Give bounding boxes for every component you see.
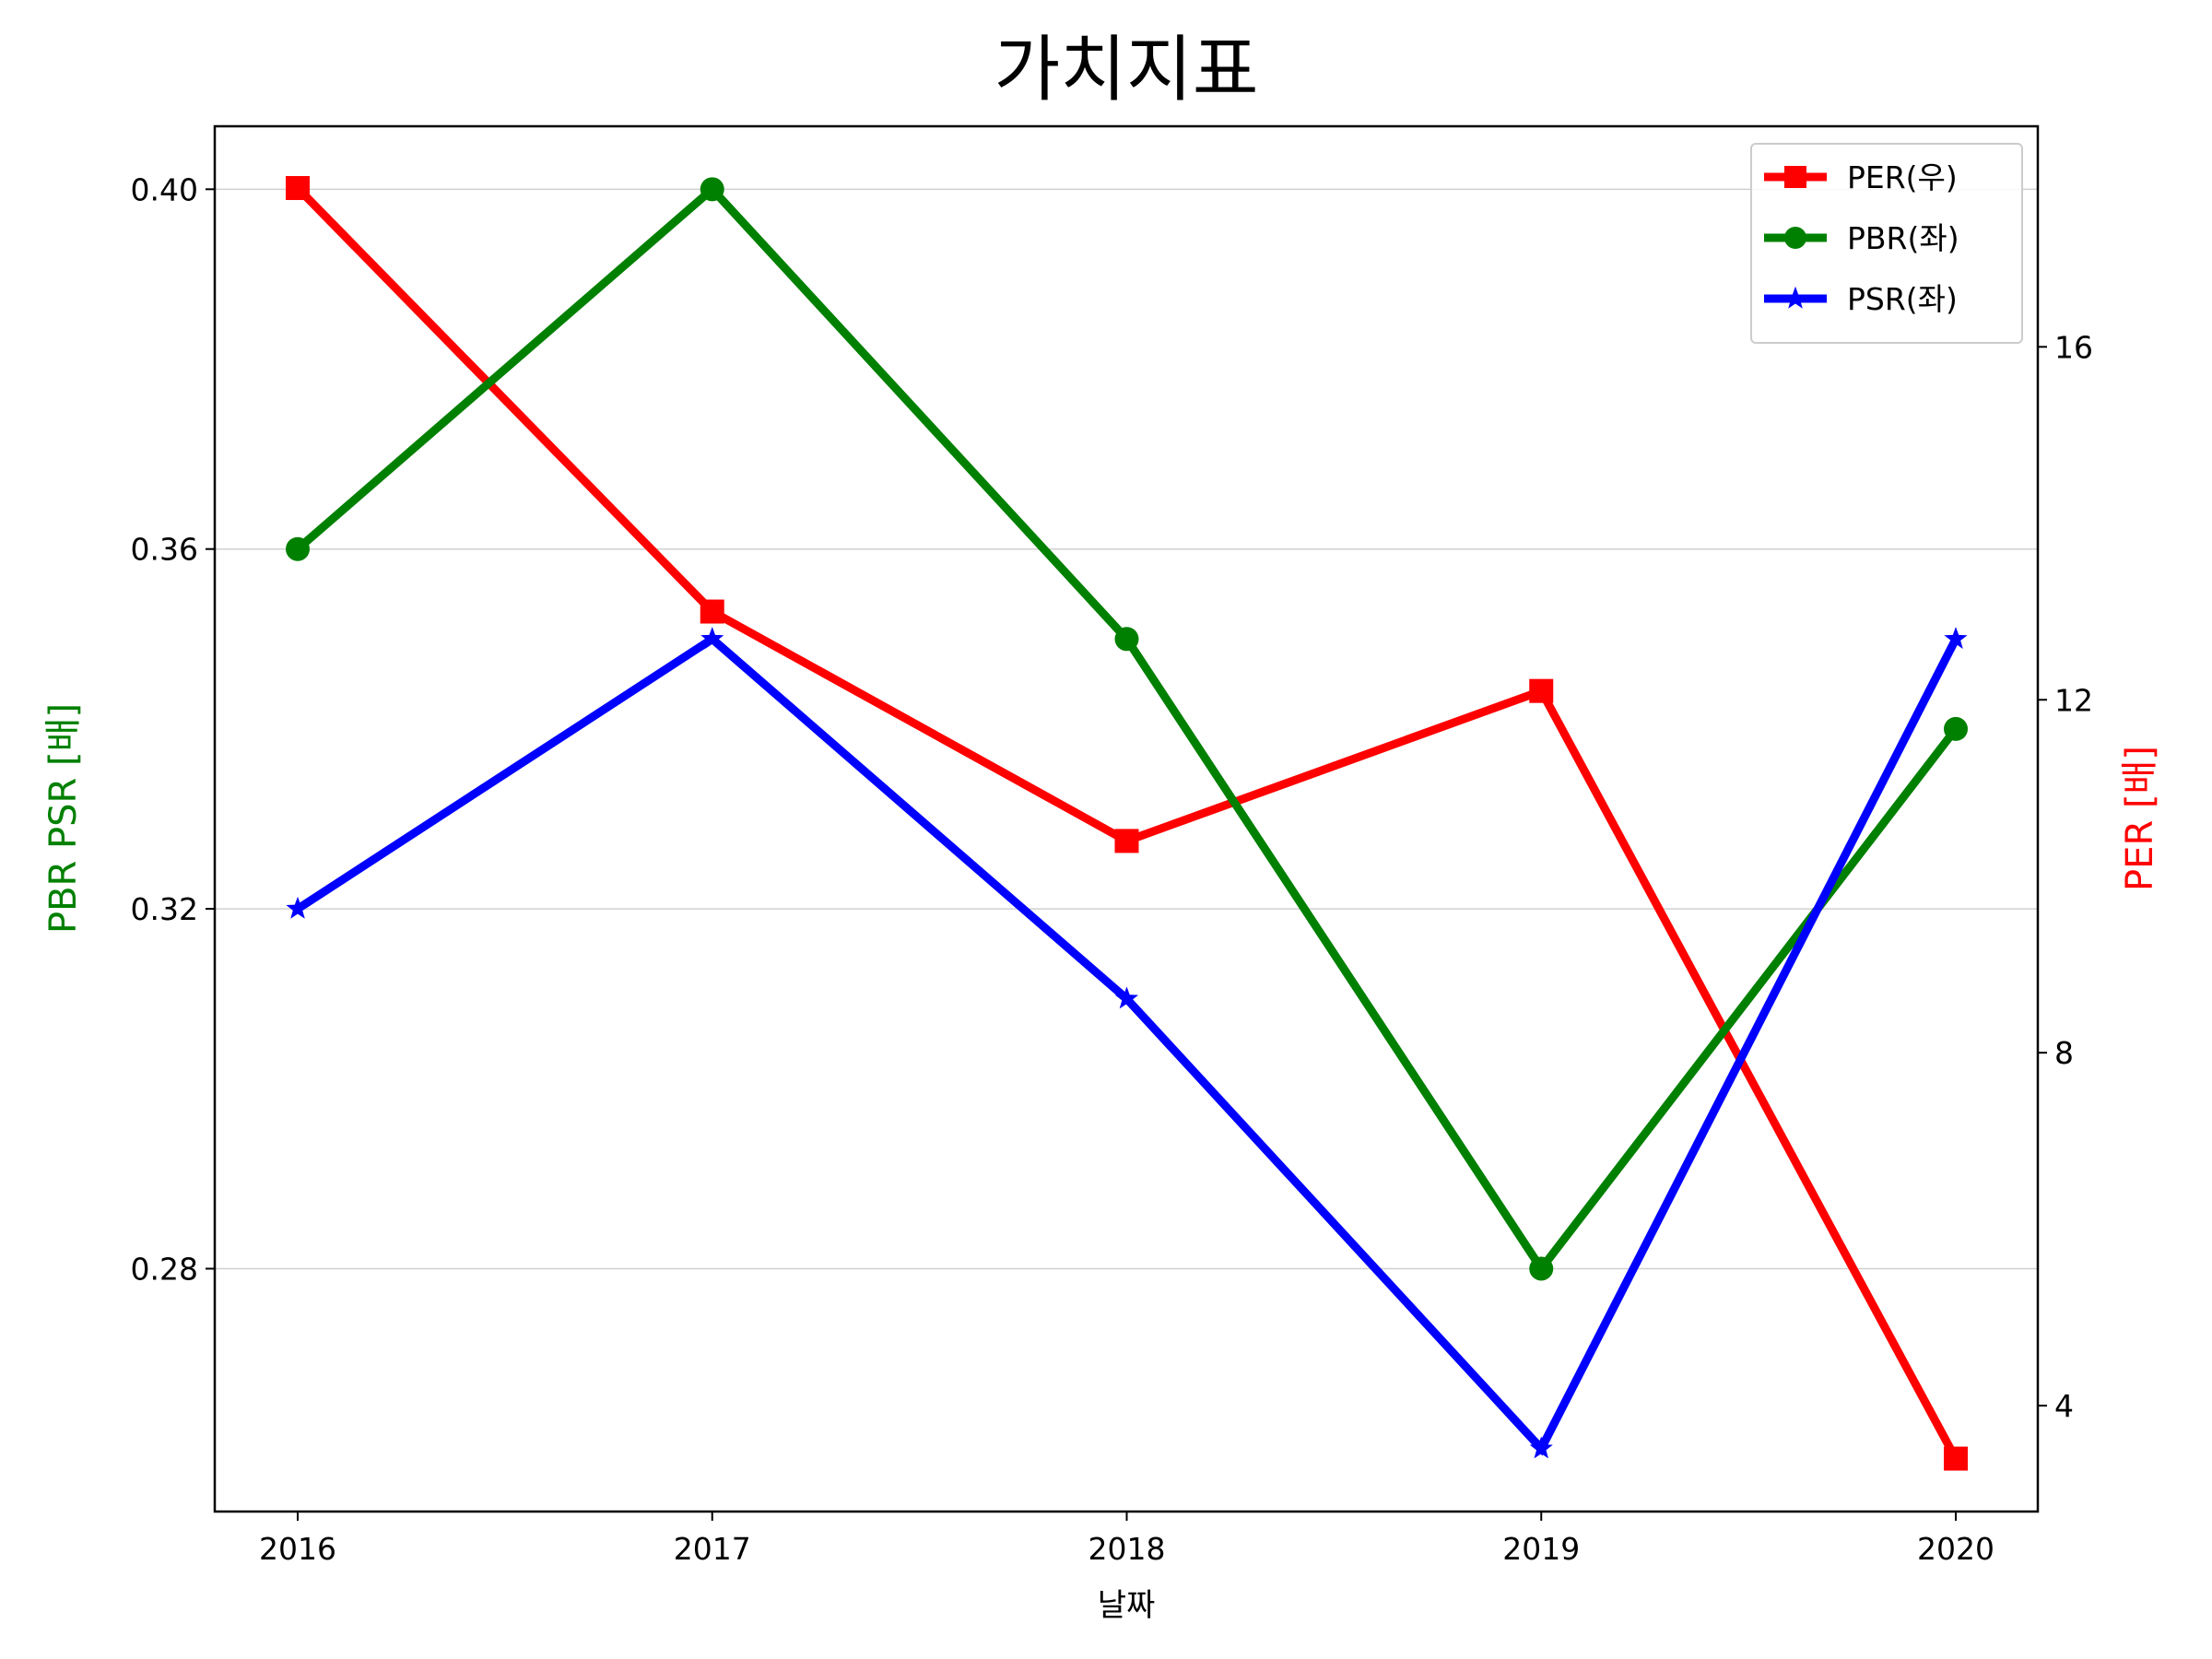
y-axis-left: 0.28 0.32 0.36 0.40 (131, 171, 215, 1287)
x-tick-label-2017: 2017 (674, 1531, 751, 1567)
y-left-tick-label-0.28: 0.28 (131, 1251, 198, 1287)
y-axis-right-label: PER [배] (2119, 746, 2161, 891)
point-PSR(좌)-2019 (1529, 1436, 1553, 1459)
point-PER(우)-2018 (1114, 829, 1139, 853)
legend-marker-PBR(좌) (1784, 227, 1806, 249)
x-tick-label-2020: 2020 (1917, 1531, 1994, 1567)
point-PBR(좌)-2016 (286, 536, 310, 561)
x-tick-label-2018: 2018 (1088, 1531, 1166, 1567)
legend-item-PSR(좌): PSR(좌) (1764, 281, 1958, 317)
point-PBR(좌)-2020 (1944, 716, 1968, 741)
grid-lines (215, 188, 2038, 1270)
legend-label-PSR(좌): PSR(좌) (1847, 281, 1958, 317)
y-right-tick-label-12: 12 (2054, 682, 2093, 718)
series-PER(우) (286, 176, 1968, 1471)
legend-marker-PSR(좌) (1783, 286, 1807, 309)
point-PBR(좌)-2017 (700, 177, 724, 202)
series-line-PBR(좌) (295, 183, 1959, 1277)
y-axis-left-label: PBR PSR [배] (42, 703, 85, 934)
legend-box (1750, 143, 2023, 344)
x-axis: 2016 2017 2018 2019 2020 (259, 1512, 1994, 1567)
y-left-tick-label-0.32: 0.32 (131, 891, 198, 927)
series-lines (286, 176, 1968, 1471)
series-PSR(좌) (286, 627, 1968, 1459)
series-line-PSR(좌) (295, 633, 1960, 1456)
point-PER(우)-2020 (1944, 1446, 1968, 1471)
point-PBR(좌)-2018 (1114, 627, 1139, 652)
legend-item-PER(우): PER(우) (1764, 159, 1958, 195)
legend-marker-PER(우) (1784, 166, 1806, 188)
legend-label-PBR(좌): PBR(좌) (1847, 220, 1959, 256)
x-axis-label: 날짜 (1098, 1587, 1156, 1624)
series-PBR(좌) (286, 177, 1968, 1281)
point-PSR(좌)-2016 (286, 896, 310, 919)
point-PSR(좌)-2017 (700, 627, 724, 649)
x-tick-label-2016: 2016 (259, 1531, 336, 1567)
point-PER(우)-2016 (286, 176, 310, 201)
y-left-tick-label-0.36: 0.36 (131, 532, 198, 568)
point-PSR(좌)-2018 (1114, 986, 1139, 1009)
legend-item-PBR(좌): PBR(좌) (1764, 220, 1959, 256)
y-right-tick-label-4: 4 (2054, 1388, 2074, 1424)
legend-label-PER(우): PER(우) (1847, 159, 1958, 195)
y-left-tick-label-0.40: 0.40 (131, 171, 198, 207)
point-PER(우)-2017 (700, 599, 724, 624)
point-PER(우)-2019 (1529, 678, 1554, 703)
y-right-tick-label-8: 8 (2054, 1035, 2074, 1071)
y-axis-right: 4 8 12 16 (2038, 329, 2093, 1424)
y-right-tick-label-16: 16 (2054, 329, 2093, 365)
point-PBR(좌)-2019 (1529, 1256, 1554, 1281)
legend: PER(우) PBR(좌) PSR(좌) (1750, 143, 2023, 344)
point-PSR(좌)-2020 (1944, 627, 1968, 649)
chart-title: 가치지표 (994, 29, 1258, 112)
x-tick-label-2019: 2019 (1502, 1531, 1580, 1567)
